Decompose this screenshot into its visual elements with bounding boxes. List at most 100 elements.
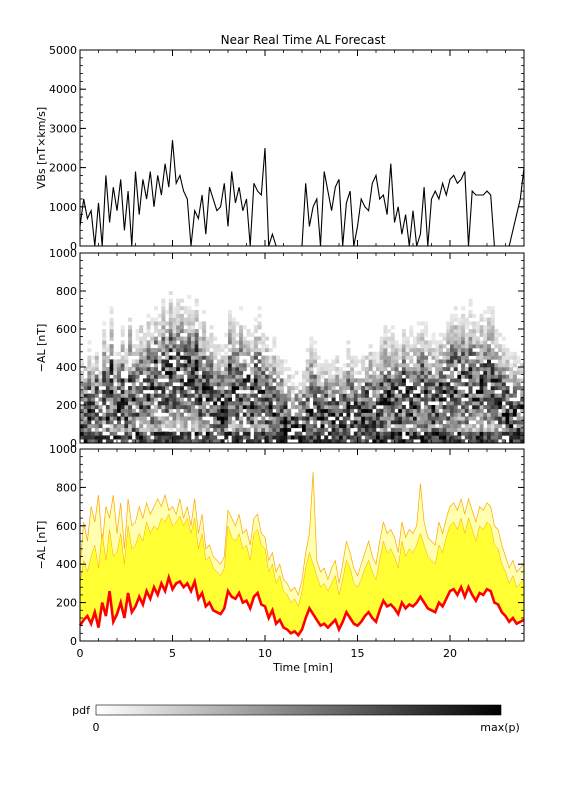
heatmap-cell	[213, 351, 218, 356]
heatmap-cell	[475, 355, 480, 360]
heatmap-cell	[498, 401, 503, 406]
heatmap-cell	[235, 378, 240, 383]
heatmap-cell	[505, 359, 510, 364]
heatmap-cell	[427, 435, 432, 440]
heatmap-cell	[261, 393, 266, 398]
heatmap-cell	[109, 382, 114, 387]
heatmap-cell	[457, 439, 462, 444]
heatmap-cell	[405, 374, 410, 379]
heatmap-cell	[327, 363, 332, 368]
heatmap-cell	[431, 412, 436, 417]
heatmap-cell	[468, 363, 473, 368]
heatmap-cell	[183, 401, 188, 406]
heatmap-cell	[268, 416, 273, 421]
heatmap-cell	[198, 359, 203, 364]
heatmap-cell	[168, 393, 173, 398]
heatmap-cell	[176, 363, 181, 368]
heatmap-cell	[287, 435, 292, 440]
heatmap-cell	[105, 435, 110, 440]
heatmap-cell	[435, 386, 440, 391]
heatmap-cell	[161, 313, 166, 318]
heatmap-cell	[461, 416, 466, 421]
heatmap-cell	[475, 412, 480, 417]
heatmap-cell	[154, 431, 158, 436]
heatmap-cell	[450, 393, 454, 398]
heatmap-cell	[339, 397, 343, 402]
heatmap-cell	[505, 348, 510, 353]
heatmap-cell	[290, 386, 295, 391]
heatmap-cell	[383, 393, 388, 398]
heatmap-cell	[516, 382, 521, 387]
heatmap-cell	[87, 382, 92, 387]
ytick-label: 2000	[49, 162, 77, 175]
heatmap-cell	[157, 393, 162, 398]
heatmap-cell	[168, 408, 173, 413]
heatmap-cell	[376, 351, 380, 356]
heatmap-cell	[239, 332, 244, 337]
heatmap-cell	[131, 439, 136, 444]
heatmap-cell	[120, 435, 125, 440]
heatmap-cell	[191, 374, 195, 379]
heatmap-cell	[246, 386, 251, 391]
heatmap-cell	[339, 427, 343, 432]
heatmap-cell	[509, 401, 514, 406]
heatmap-cell	[228, 405, 232, 410]
heatmap-cell	[235, 355, 240, 360]
heatmap-cell	[202, 424, 207, 429]
heatmap-cell	[383, 389, 388, 394]
heatmap-cell	[142, 355, 147, 360]
heatmap-cell	[146, 386, 151, 391]
heatmap-cell	[187, 329, 192, 334]
heatmap-cell	[253, 393, 258, 398]
heatmap-cell	[87, 340, 92, 345]
heatmap-cell	[305, 397, 310, 402]
heatmap-cell	[176, 298, 181, 303]
heatmap-cell	[498, 424, 503, 429]
heatmap-cell	[202, 348, 207, 353]
heatmap-cell	[109, 386, 114, 391]
heatmap-cell	[283, 435, 288, 440]
heatmap-cell	[357, 439, 362, 444]
heatmap-cell	[183, 351, 188, 356]
heatmap-cell	[468, 332, 473, 337]
heatmap-cell	[405, 389, 410, 394]
ytick-label: 0	[70, 635, 77, 648]
heatmap-cell	[339, 389, 343, 394]
heatmap-cell	[383, 332, 388, 337]
heatmap-cell	[475, 439, 480, 444]
heatmap-cell	[94, 405, 99, 410]
heatmap-cell	[220, 370, 225, 375]
heatmap-cell	[368, 405, 373, 410]
heatmap-cell	[509, 412, 514, 417]
heatmap-cell	[120, 393, 125, 398]
xtick-label: 10	[258, 647, 272, 660]
heatmap-cell	[498, 420, 503, 425]
heatmap-cell	[475, 431, 480, 436]
heatmap-cell	[191, 378, 195, 383]
heatmap-cell	[357, 424, 362, 429]
heatmap-cell	[294, 420, 299, 425]
heatmap-cell	[183, 367, 188, 372]
heatmap-cell	[246, 344, 251, 349]
heatmap-cell	[420, 397, 425, 402]
heatmap-cell	[483, 389, 488, 394]
heatmap-cell	[368, 378, 373, 383]
heatmap-cell	[176, 359, 181, 364]
heatmap-cell	[479, 397, 484, 402]
heatmap-cell	[398, 420, 403, 425]
heatmap-cell	[268, 370, 273, 375]
heatmap-cell	[446, 359, 451, 364]
heatmap-cell	[235, 408, 240, 413]
heatmap-cell	[253, 382, 258, 387]
heatmap-cell	[438, 359, 443, 364]
heatmap-cell	[302, 405, 306, 410]
heatmap-cell	[268, 401, 273, 406]
heatmap-cell	[290, 424, 295, 429]
heatmap-cell	[176, 416, 181, 421]
heatmap-cell	[398, 393, 403, 398]
heatmap-cell	[176, 317, 181, 322]
heatmap-cell	[438, 332, 443, 337]
heatmap-cell	[113, 401, 118, 406]
heatmap-cell	[302, 382, 306, 387]
heatmap-cell	[250, 370, 255, 375]
